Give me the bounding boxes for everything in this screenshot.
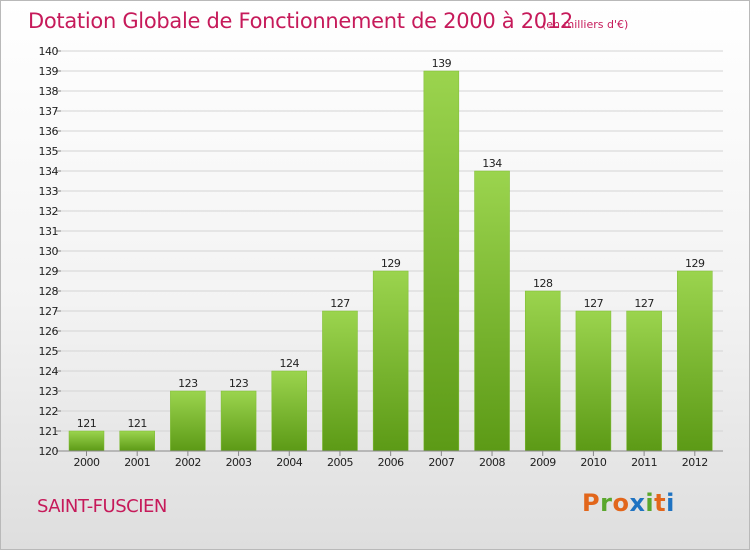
bar-value-label: 129 [685, 257, 705, 270]
logo-letter: x [629, 489, 646, 517]
y-tick-label: 124 [39, 365, 59, 378]
bars [68, 70, 713, 452]
bar-value-label: 127 [330, 297, 350, 310]
bar-value-label: 123 [229, 377, 249, 390]
y-tick-label: 139 [39, 65, 59, 78]
y-tick-label: 125 [39, 345, 59, 358]
bar-value-label: 121 [77, 417, 97, 430]
y-tick-label: 131 [39, 225, 59, 238]
bar [119, 430, 155, 452]
bar [423, 70, 460, 452]
bar-value-label: 129 [381, 257, 401, 270]
y-tick-label: 129 [39, 265, 59, 278]
bar-value-label: 124 [280, 357, 300, 370]
logo-letter: t [654, 489, 667, 517]
logo-letter: P [582, 489, 601, 517]
x-tick-label: 2009 [530, 456, 556, 469]
value-labels: 121 121 123 123 124 127 129 139 134 128 127 127 129 [77, 57, 706, 430]
y-tick-label: 120 [39, 445, 59, 458]
bar [220, 390, 257, 452]
bar [474, 170, 510, 452]
y-axis-ticks: 120 121 122 123 124 125 126 127 128 129 130 131 132 1… [39, 45, 61, 458]
logo-letter: i [645, 489, 655, 517]
x-tick-label: 2003 [226, 456, 252, 469]
bar-value-label: 128 [533, 277, 553, 290]
proxiti-logo: Proxiti [582, 489, 675, 517]
x-tick-label: 2008 [479, 456, 505, 469]
unit-label: (en milliers d'€) [542, 18, 629, 31]
bar [322, 310, 358, 452]
y-tick-label: 127 [39, 305, 59, 318]
y-tick-label: 121 [39, 425, 59, 438]
x-tick-label: 2002 [175, 456, 201, 469]
x-tick-label: 2001 [124, 456, 150, 469]
y-tick-label: 140 [39, 45, 59, 58]
bar [170, 390, 206, 452]
bar [271, 370, 308, 452]
x-tick-label: 2000 [74, 456, 100, 469]
bar [372, 270, 409, 452]
bar-value-label: 123 [178, 377, 198, 390]
bar [524, 290, 561, 452]
y-tick-label: 122 [39, 405, 59, 418]
y-tick-label: 135 [39, 145, 59, 158]
logo-letter: i [666, 489, 675, 517]
bar-value-label: 127 [584, 297, 604, 310]
y-tick-label: 132 [39, 205, 59, 218]
x-tick-label: 2010 [580, 456, 606, 469]
y-tick-label: 133 [39, 185, 59, 198]
chart-title: Dotation Globale de Fonctionnement de 20… [28, 9, 573, 33]
bar [677, 270, 713, 452]
x-tick-label: 2011 [631, 456, 657, 469]
bar-value-label: 139 [432, 57, 452, 70]
bar-value-label: 127 [634, 297, 654, 310]
bar [68, 430, 105, 452]
commune-name: SAINT-FUSCIEN [37, 496, 167, 517]
bar [575, 310, 612, 452]
bar [626, 310, 662, 452]
x-axis-ticks: 2000 2001 2002 2003 2004 2005 2006 2007 2008 2009… [74, 451, 708, 469]
logo-letter: o [612, 489, 630, 517]
x-tick-label: 2006 [378, 456, 404, 469]
x-tick-label: 2004 [276, 456, 302, 469]
y-tick-label: 134 [39, 165, 59, 178]
logo-letter: r [600, 489, 613, 517]
y-tick-label: 130 [39, 245, 59, 258]
y-tick-label: 137 [39, 105, 59, 118]
y-tick-label: 138 [39, 85, 59, 98]
x-tick-label: 2007 [428, 456, 454, 469]
x-tick-label: 2005 [327, 456, 353, 469]
bar-value-label: 121 [127, 417, 147, 430]
y-tick-label: 123 [39, 385, 59, 398]
bar-value-label: 134 [482, 157, 502, 170]
x-tick-label: 2012 [682, 456, 708, 469]
y-tick-label: 128 [39, 285, 59, 298]
y-tick-label: 136 [39, 125, 59, 138]
y-tick-label: 126 [39, 325, 59, 338]
